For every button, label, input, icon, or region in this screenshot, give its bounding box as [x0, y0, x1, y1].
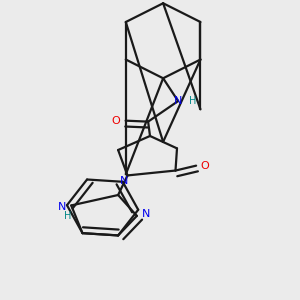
Text: O: O: [112, 116, 121, 126]
Text: N: N: [120, 176, 129, 186]
Text: H: H: [189, 96, 196, 106]
Text: N: N: [142, 209, 150, 219]
Text: H: H: [64, 211, 71, 221]
Text: O: O: [200, 161, 209, 171]
Text: N: N: [58, 202, 66, 212]
Text: N: N: [174, 96, 182, 106]
